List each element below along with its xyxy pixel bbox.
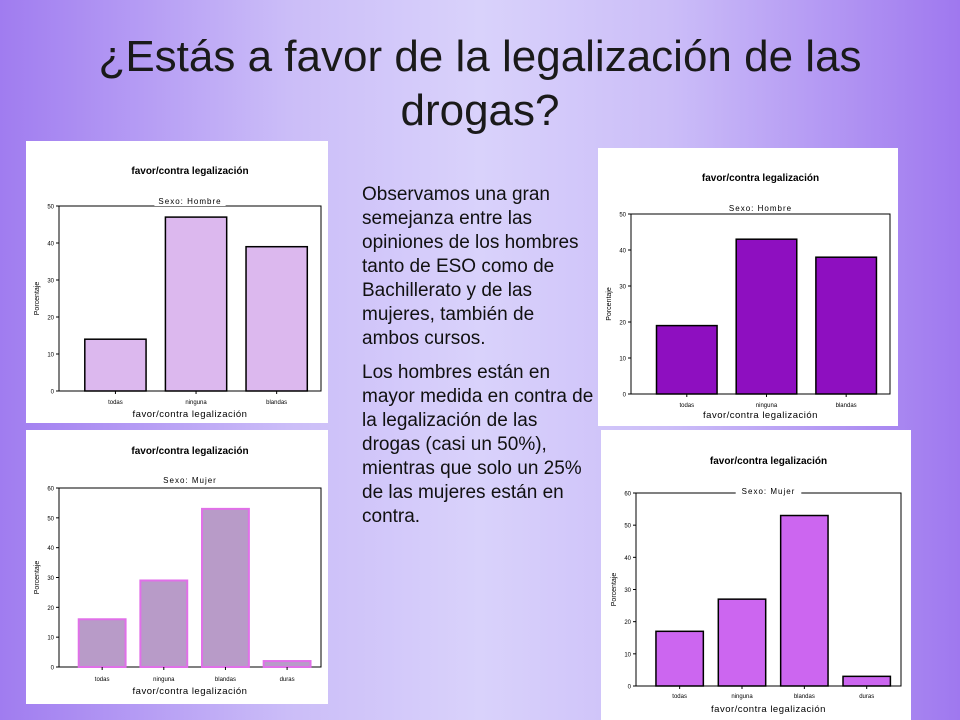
x-tick-label: todas	[672, 694, 687, 700]
y-tick-label: 0	[628, 685, 632, 691]
bar-todas	[77, 618, 127, 668]
bar-ninguna	[164, 216, 228, 392]
chart-title: favor/contra legalización	[131, 446, 248, 457]
y-axis-label: Porcentaje	[34, 282, 41, 316]
bar-blandas	[201, 507, 250, 668]
x-tick-label: todas	[95, 677, 110, 683]
y-tick-label: 30	[619, 285, 626, 291]
chart-hombre-left: favor/contra legalización Sexo: Hombre 0 10…	[26, 141, 328, 423]
x-tick-label: ninguna	[153, 677, 175, 683]
subtitle-mask	[724, 203, 797, 213]
x-axis-label: favor/contra legalización	[703, 410, 818, 421]
y-tick-label: 0	[623, 393, 627, 399]
y-tick-label: 10	[624, 652, 631, 658]
bar-chart-mujer-left: favor/contra legalización Sexo: Mujer 0 10 2…	[34, 446, 322, 697]
y-axis-label: Porcentaje	[606, 287, 613, 321]
paragraph-similarity: Observamos una gran semejanza entre las …	[362, 184, 579, 349]
y-tick-label: 20	[47, 606, 54, 612]
chart-mujer-left: favor/contra legalización Sexo: Mujer 0 10 2…	[26, 430, 328, 704]
subtitle-mask	[157, 475, 223, 485]
x-tick-label: todas	[108, 400, 123, 406]
y-tick-label: 10	[47, 353, 54, 359]
chart-mujer-right: favor/contra legalización Sexo: Mujer 0 10 2…	[601, 430, 911, 720]
chart-subtitle: Sexo: Mujer	[163, 476, 217, 485]
y-tick-label: 40	[624, 556, 631, 562]
y-tick-label: 20	[47, 316, 54, 322]
bar-duras	[842, 675, 892, 687]
y-tick-label: 40	[47, 242, 54, 248]
chart-subtitle: Sexo: Hombre	[729, 204, 792, 213]
y-tick-label: 40	[619, 249, 626, 255]
x-tick-label: duras	[859, 694, 874, 700]
y-tick-label: 10	[619, 357, 626, 363]
x-tick-label: ninguna	[756, 403, 778, 409]
slide-title: ¿Estás a favor de la legalización de las…	[98, 32, 862, 135]
y-tick-label: 30	[624, 588, 631, 594]
bar-blandas	[245, 245, 309, 392]
x-tick-label: blandas	[215, 677, 236, 683]
y-tick-label: 20	[619, 321, 626, 327]
x-tick-label: ninguna	[185, 400, 207, 406]
y-tick-label: 50	[47, 516, 54, 522]
bar-chart-hombre-right: favor/contra legalización Sexo: Hombre 0 10…	[606, 173, 891, 421]
y-tick-label: 60	[624, 492, 631, 498]
y-tick-label: 30	[47, 279, 54, 285]
chart-subtitle: Sexo: Hombre	[158, 197, 221, 206]
x-axis-label: favor/contra legalización	[133, 686, 248, 697]
x-axis-label: favor/contra legalización	[133, 409, 248, 420]
chart-hombre-right: favor/contra legalización Sexo: Hombre 0 10…	[598, 148, 898, 426]
y-tick-label: 10	[47, 636, 54, 642]
y-tick-label: 0	[51, 390, 55, 396]
chart-subtitle: Sexo: Mujer	[742, 487, 796, 496]
x-tick-label: todas	[679, 403, 694, 409]
bar-ninguna	[139, 579, 189, 669]
y-tick-label: 40	[47, 546, 54, 552]
bar-ninguna	[717, 598, 767, 687]
body-text: Observamos una gran semejanza entre las …	[362, 183, 594, 539]
bar-chart-hombre-left: favor/contra legalización Sexo: Hombre 0 10…	[34, 166, 322, 420]
x-tick-label: blandas	[266, 400, 287, 406]
bar-ninguna	[735, 238, 798, 395]
bar-duras	[262, 660, 312, 669]
subtitle-mask	[735, 486, 802, 496]
y-axis-label: Porcentaje	[611, 573, 618, 607]
bar-blandas	[779, 514, 829, 687]
y-tick-label: 50	[624, 524, 631, 530]
x-tick-label: blandas	[836, 403, 857, 409]
chart-title: favor/contra legalización	[710, 456, 827, 467]
bar-blandas	[815, 256, 878, 395]
chart-title: favor/contra legalización	[702, 173, 819, 184]
chart-title: favor/contra legalización	[131, 166, 248, 177]
x-axis-label: favor/contra legalización	[711, 704, 826, 715]
y-tick-label: 20	[624, 620, 631, 626]
bar-todas	[655, 630, 705, 687]
bar-todas	[84, 338, 147, 392]
x-tick-label: blandas	[794, 694, 815, 700]
subtitle-mask	[154, 196, 226, 206]
y-axis-label: Porcentaje	[34, 561, 41, 595]
y-tick-label: 50	[619, 213, 626, 219]
x-tick-label: ninguna	[731, 694, 753, 700]
paragraph-gender-difference: Los hombres están en mayor medida en con…	[362, 362, 594, 527]
y-tick-label: 0	[51, 666, 55, 672]
y-tick-label: 30	[47, 576, 54, 582]
x-tick-label: duras	[280, 677, 295, 683]
bar-todas	[655, 324, 718, 395]
bar-chart-mujer-right: favor/contra legalización Sexo: Mujer 0 10 2…	[611, 456, 902, 715]
y-tick-label: 50	[47, 205, 54, 211]
y-tick-label: 60	[47, 487, 54, 493]
